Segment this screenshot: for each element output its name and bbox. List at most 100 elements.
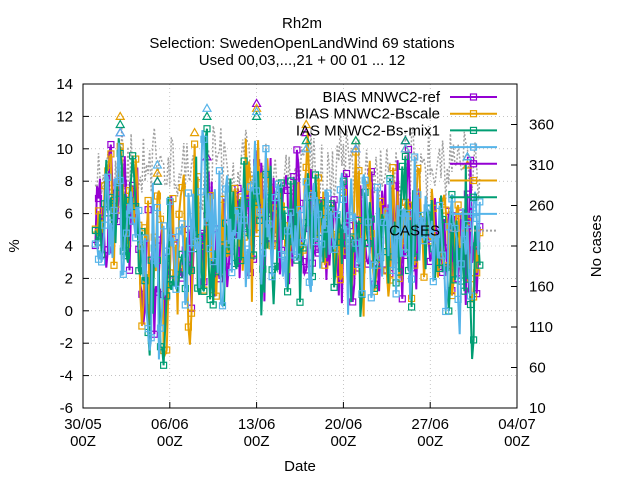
series-bscale-point — [321, 261, 329, 269]
series-blue-point — [178, 220, 186, 228]
series-blue-point — [414, 191, 422, 199]
y-tick-label: -2 — [60, 335, 73, 352]
series-blue-point — [129, 217, 137, 225]
legend-entry: BIAS MNWC2-ref — [322, 89, 497, 106]
series-blue-peak-point — [462, 151, 473, 161]
series-blue-point — [153, 203, 161, 212]
legend-label: IAS MNWC2-Bs-mix1 — [296, 122, 440, 139]
series-blue-point — [265, 220, 273, 228]
series-blue-point — [110, 206, 118, 215]
series-mix1-point — [284, 288, 292, 296]
y2-tick-label: 360 — [529, 117, 554, 134]
series-blue-peak-point — [350, 143, 361, 153]
series-blue-point — [91, 240, 100, 248]
series-blue-point — [457, 260, 465, 268]
series-mix1-point — [401, 152, 409, 161]
legend-label: BIAS MNWC2-Bscale — [295, 106, 440, 123]
series-blue-point — [125, 210, 134, 218]
series-blue-point — [454, 295, 462, 303]
legend-swatch-marker — [469, 110, 478, 118]
series-bscale-point — [231, 184, 239, 192]
series-blue-point — [324, 189, 332, 197]
series-blue-peak-point — [301, 143, 312, 153]
series-ref-point — [293, 146, 301, 154]
x-tick-label: 30/05 — [64, 416, 102, 433]
series-blue-point — [429, 278, 437, 286]
series-blue-point — [138, 242, 146, 250]
y2-axis-label: No cases — [588, 215, 605, 278]
series-blue-point — [225, 240, 233, 248]
series-mix1-point — [135, 267, 143, 275]
series-blue-point — [364, 218, 372, 226]
y2-tick-label: 160 — [529, 279, 554, 296]
series-blue-point — [274, 180, 282, 188]
series-blue-point — [383, 208, 391, 216]
series-blue-point — [122, 229, 131, 237]
series-blue-point — [308, 191, 316, 200]
series-blue-point — [200, 135, 208, 143]
series-blue-point — [342, 222, 351, 230]
x-tick-label: 27/06 — [411, 416, 449, 433]
series-blue-point — [432, 230, 440, 238]
series-blue-point — [97, 258, 106, 266]
series-blue — [91, 103, 484, 360]
series-blue-point — [386, 177, 394, 185]
legend-entry: IAS MNWC2-Bs-mix1 — [296, 122, 497, 139]
y-axis-label: % — [6, 239, 23, 252]
series-blue-point — [355, 260, 363, 268]
x-tick-label: 00Z — [157, 433, 183, 450]
series-mix1-point — [215, 266, 223, 274]
series-mix1-point — [311, 171, 320, 179]
y2-tick-label: 210 — [529, 238, 554, 255]
series-mix1-point — [237, 256, 245, 265]
series-mix1-point — [296, 298, 304, 306]
series-bscale-peak-point — [189, 127, 200, 137]
series-blue-point — [336, 186, 344, 194]
y2-tick-label: 310 — [529, 157, 554, 174]
series-blue-point — [460, 235, 468, 244]
series-blue-peak-point — [201, 103, 213, 112]
series-blue-point — [141, 234, 149, 242]
y-tick-label: -4 — [60, 368, 73, 385]
series-blue-point — [104, 173, 112, 181]
series-blue-point — [209, 257, 217, 266]
series-blue-point — [305, 278, 313, 286]
legend-entry: CASES — [389, 223, 497, 240]
x-tick-label: 13/06 — [238, 416, 276, 433]
series-blue-point — [423, 204, 431, 212]
series-mix1-peak-point — [152, 175, 163, 185]
series-blue-point — [147, 334, 155, 342]
series-blue-point — [349, 214, 357, 222]
series-blue-point — [293, 253, 301, 261]
series-blue-point — [150, 256, 158, 264]
series-blue-point — [240, 216, 248, 224]
series-ref-point — [246, 268, 254, 277]
series-blue-point — [377, 253, 385, 261]
title-line-2: Selection: SwedenOpenLandWind 69 station… — [149, 35, 454, 52]
y-axis-ticks: -6 -4 -2 0 2 4 6 8 10 12 14 — [56, 76, 89, 417]
series-bscale-point — [110, 261, 118, 269]
series-blue-point — [231, 232, 239, 240]
series-blue-line — [94, 130, 481, 360]
series-blue-point — [156, 324, 165, 332]
series-blue-point — [466, 292, 475, 300]
series-bscale-point — [454, 201, 462, 209]
series-blue-point — [234, 206, 242, 215]
series-bscale-peak-point — [115, 111, 126, 120]
series-blue-point — [411, 153, 419, 161]
legend-swatch-marker — [469, 176, 478, 185]
series-ref-point — [342, 169, 351, 178]
series-blue-point — [426, 234, 434, 242]
y-tick-label: 12 — [56, 108, 73, 125]
series-mix1-point — [473, 242, 481, 250]
series-blue-point — [439, 251, 447, 259]
x-tick-label: 00Z — [244, 433, 270, 450]
series-blue-point — [166, 197, 174, 206]
series-blue-point — [107, 219, 115, 227]
series-bscale-point — [420, 273, 428, 281]
series-layer — [91, 98, 484, 369]
series-bscale-point — [107, 150, 115, 158]
series-blue-point — [259, 249, 267, 257]
series-mix1-peak-point — [201, 111, 213, 120]
series-blue-point — [144, 325, 152, 333]
